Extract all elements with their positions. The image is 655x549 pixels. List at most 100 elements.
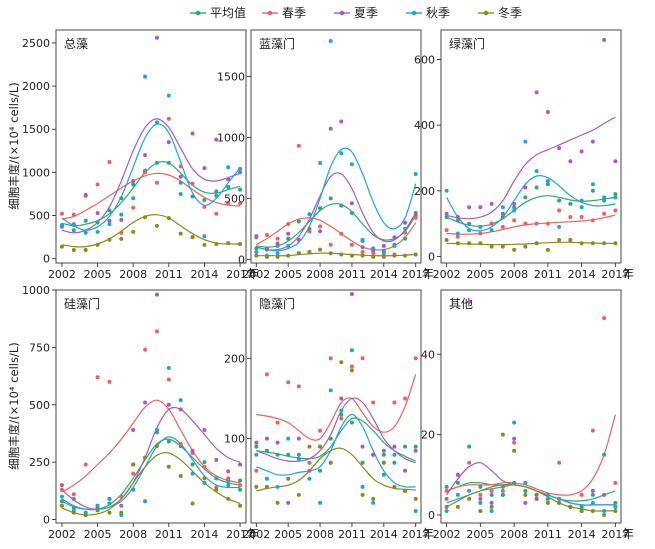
- point-winter: [523, 492, 528, 497]
- point-winter: [83, 248, 88, 253]
- point-autumn: [413, 508, 418, 513]
- point-spring: [107, 379, 112, 384]
- point-autumn: [455, 492, 460, 497]
- point-mean: [296, 452, 301, 457]
- trend-line-mean: [256, 202, 417, 248]
- data-points: [59, 292, 243, 517]
- point-autumn: [296, 456, 301, 461]
- point-mean: [328, 196, 333, 201]
- point-autumn: [339, 151, 344, 156]
- point-spring: [238, 201, 243, 206]
- point-winter: [214, 242, 219, 247]
- x-tick-label: 2002: [433, 268, 461, 281]
- point-mean: [602, 452, 607, 457]
- legend-item-winter: 冬季: [478, 5, 522, 20]
- point-autumn: [154, 120, 159, 125]
- point-summer: [523, 185, 528, 190]
- point-summer: [534, 496, 539, 501]
- point-spring: [166, 377, 171, 382]
- point-autumn: [500, 492, 505, 497]
- data-points: [254, 38, 418, 259]
- point-summer: [238, 462, 243, 467]
- point-summer: [226, 469, 231, 474]
- point-winter: [590, 508, 595, 513]
- point-spring: [59, 487, 64, 492]
- point-spring: [557, 460, 562, 465]
- point-spring: [226, 201, 231, 206]
- point-autumn: [166, 366, 171, 371]
- point-mean: [166, 439, 171, 444]
- point-spring: [602, 211, 607, 216]
- x-tick-label: 2014: [190, 268, 218, 281]
- trend-lines: [256, 147, 417, 257]
- point-spring: [286, 221, 291, 226]
- point-autumn: [131, 196, 136, 201]
- point-summer: [202, 428, 207, 433]
- y-tick-label: 1000: [22, 284, 50, 297]
- point-autumn: [392, 242, 397, 247]
- point-autumn: [154, 428, 159, 433]
- point-mean: [95, 220, 100, 225]
- point-summer: [59, 483, 64, 488]
- x-tick-label: 2017: [226, 528, 254, 541]
- point-autumn: [318, 500, 323, 505]
- point-autumn: [59, 223, 64, 228]
- point-autumn: [131, 487, 136, 492]
- point-spring: [349, 364, 354, 369]
- point-mean: [226, 185, 231, 190]
- point-summer: [190, 448, 195, 453]
- point-autumn: [339, 408, 344, 413]
- trend-line-winter: [446, 241, 616, 246]
- point-autumn: [166, 93, 171, 98]
- point-winter: [467, 241, 472, 246]
- point-winter: [545, 500, 550, 505]
- point-mean: [534, 185, 539, 190]
- point-autumn: [613, 195, 618, 200]
- point-winter: [154, 444, 159, 449]
- point-autumn: [264, 476, 269, 481]
- point-mean: [349, 210, 354, 215]
- trend-line-mean: [446, 195, 616, 227]
- point-autumn: [602, 195, 607, 200]
- point-winter: [613, 241, 618, 246]
- trend-lines: [446, 414, 616, 512]
- legend-marker-winter: [483, 10, 489, 16]
- point-spring: [107, 160, 112, 165]
- point-summer: [478, 496, 483, 501]
- point-mean: [455, 218, 460, 223]
- point-autumn: [489, 508, 494, 513]
- trend-line-autumn: [61, 123, 241, 231]
- x-tick-label: 2017: [601, 268, 629, 281]
- point-spring: [238, 483, 243, 488]
- point-winter: [83, 512, 88, 517]
- point-spring: [403, 230, 408, 235]
- y-tick-label: 20: [421, 429, 435, 442]
- point-summer: [166, 402, 171, 407]
- point-autumn: [190, 471, 195, 476]
- point-summer: [214, 457, 219, 462]
- point-summer: [214, 137, 219, 142]
- point-winter: [107, 510, 112, 515]
- point-winter: [467, 496, 472, 501]
- x-tick-label: 2005: [84, 268, 112, 281]
- point-summer: [545, 110, 550, 115]
- point-mean: [568, 201, 573, 206]
- point-summer: [264, 246, 269, 251]
- point-mean: [444, 215, 449, 220]
- x-tick-label: 2002: [48, 528, 76, 541]
- point-spring: [371, 251, 376, 256]
- point-winter: [190, 235, 195, 240]
- panel-title: 硅藻门: [64, 296, 100, 311]
- point-winter: [154, 223, 159, 228]
- point-spring: [534, 221, 539, 226]
- point-summer: [178, 174, 183, 179]
- x-tick-label: 2011: [534, 528, 562, 541]
- point-winter: [71, 510, 76, 515]
- point-winter: [557, 500, 562, 505]
- point-spring: [328, 242, 333, 247]
- trend-line-summer: [256, 172, 417, 251]
- point-summer: [264, 436, 269, 441]
- point-winter: [523, 244, 528, 249]
- point-mean: [360, 460, 365, 465]
- point-spring: [154, 180, 159, 185]
